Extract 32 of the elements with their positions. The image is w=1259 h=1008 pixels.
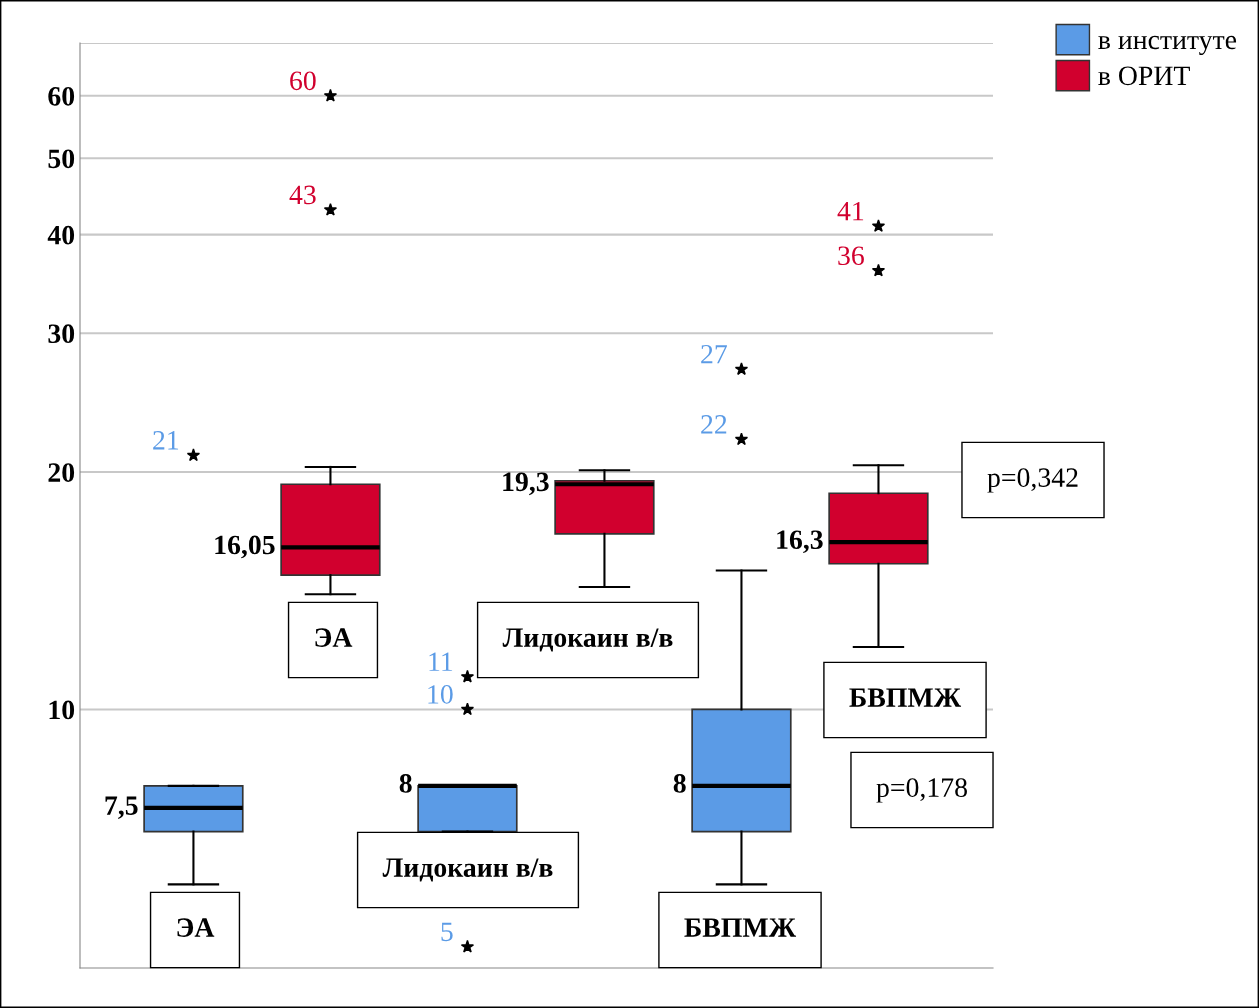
y-tick-label: 30 — [48, 324, 75, 344]
annotation: Лидокаин в/в — [502, 628, 673, 652]
annotation: p=0,178 — [876, 778, 967, 803]
annotation: p=0,342 — [987, 468, 1078, 493]
annotation: 36 — [838, 246, 864, 266]
annotation: 7,5 — [105, 796, 138, 819]
annotation: БВПМЖ — [684, 918, 797, 937]
annotation: 19,3 — [503, 472, 549, 496]
annotation: БВПМЖ — [849, 688, 962, 707]
legend-label: в ОРИТ — [1098, 66, 1190, 86]
annotation: 27 — [701, 344, 727, 364]
y-tick-label: 20 — [48, 463, 75, 482]
annotation: 21 — [153, 431, 179, 450]
annotation: 60 — [290, 71, 316, 91]
y-tick-label: 40 — [47, 225, 75, 245]
annotation: 22 — [701, 415, 727, 434]
annotation: 16,05 — [215, 535, 275, 559]
annotation: 11 — [429, 652, 453, 671]
y-tick-label: 50 — [48, 149, 75, 169]
annotation: 41 — [837, 201, 864, 221]
annotation: ЭА — [315, 628, 353, 647]
annotation: ЭА — [177, 918, 215, 937]
y-tick-label: 10 — [49, 700, 75, 720]
annotation: Лидокаин в/в — [382, 858, 553, 882]
legend-label: в институте — [1098, 35, 1237, 55]
y-tick-label: 60 — [48, 86, 75, 106]
annotation: 8 — [399, 774, 412, 793]
annotation: 43 — [289, 185, 316, 205]
annotation: 8 — [673, 774, 686, 793]
annotation: 5 — [441, 922, 453, 942]
annotation: 10 — [428, 685, 453, 704]
annotation: 16,3 — [777, 530, 823, 554]
